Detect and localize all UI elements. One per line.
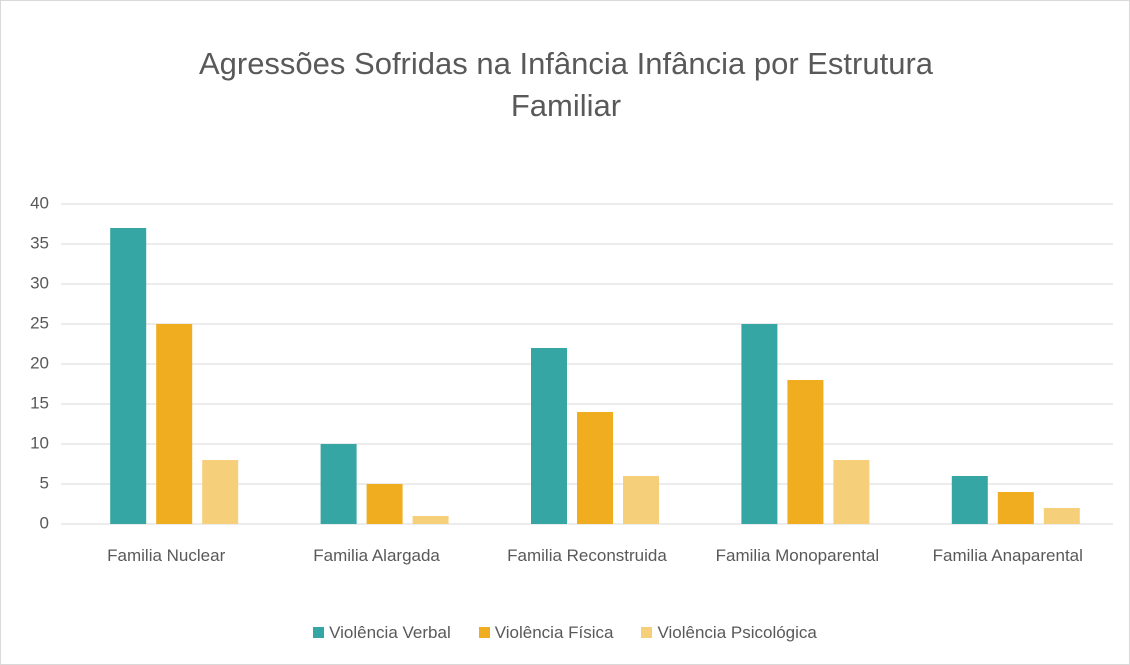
y-tick-label: 20 — [30, 353, 49, 372]
bar — [110, 228, 147, 524]
x-tick-label: Familia Nuclear — [107, 546, 226, 565]
bar — [202, 460, 239, 524]
legend-label: Violência Psicológica — [657, 623, 817, 642]
y-tick-label: 40 — [30, 193, 49, 212]
y-tick-label: 30 — [30, 273, 49, 292]
legend-swatch — [478, 627, 490, 638]
bar — [741, 324, 778, 524]
bar — [412, 516, 449, 524]
legend-swatch — [313, 627, 325, 638]
y-tick-label: 25 — [30, 313, 49, 332]
bar — [787, 380, 824, 524]
legend-item: Violência Psicológica — [641, 623, 817, 643]
bar — [997, 492, 1034, 524]
bar — [1043, 508, 1080, 524]
legend-label: Violência Verbal — [329, 623, 451, 642]
bar — [833, 460, 870, 524]
x-tick-label: Familia Monoparental — [715, 546, 880, 565]
bar — [623, 476, 659, 524]
y-tick-label: 15 — [30, 393, 49, 412]
bar — [577, 412, 613, 524]
legend-item: Violência Verbal — [313, 623, 451, 643]
bar — [531, 348, 567, 524]
legend-swatch — [641, 627, 653, 638]
x-tick-label: Familia Alargada — [313, 546, 440, 565]
legend: Violência Verbal Violência Física Violênci… — [1, 623, 1129, 643]
y-tick-label: 35 — [30, 233, 49, 252]
y-tick-label: 5 — [40, 473, 49, 492]
legend-label: Violência Física — [494, 623, 614, 642]
y-tick-label: 0 — [40, 513, 49, 532]
bar — [951, 476, 988, 524]
bar — [156, 324, 193, 524]
y-tick-label: 10 — [30, 433, 49, 452]
x-tick-label: Familia Anaparental — [932, 546, 1083, 565]
bar — [320, 444, 357, 524]
x-tick-label: Familia Reconstruida — [507, 546, 667, 565]
bar — [366, 484, 403, 524]
legend-item: Violência Física — [478, 623, 614, 643]
chart-title: Agressões Sofridas na Infância Infância … — [198, 46, 934, 123]
